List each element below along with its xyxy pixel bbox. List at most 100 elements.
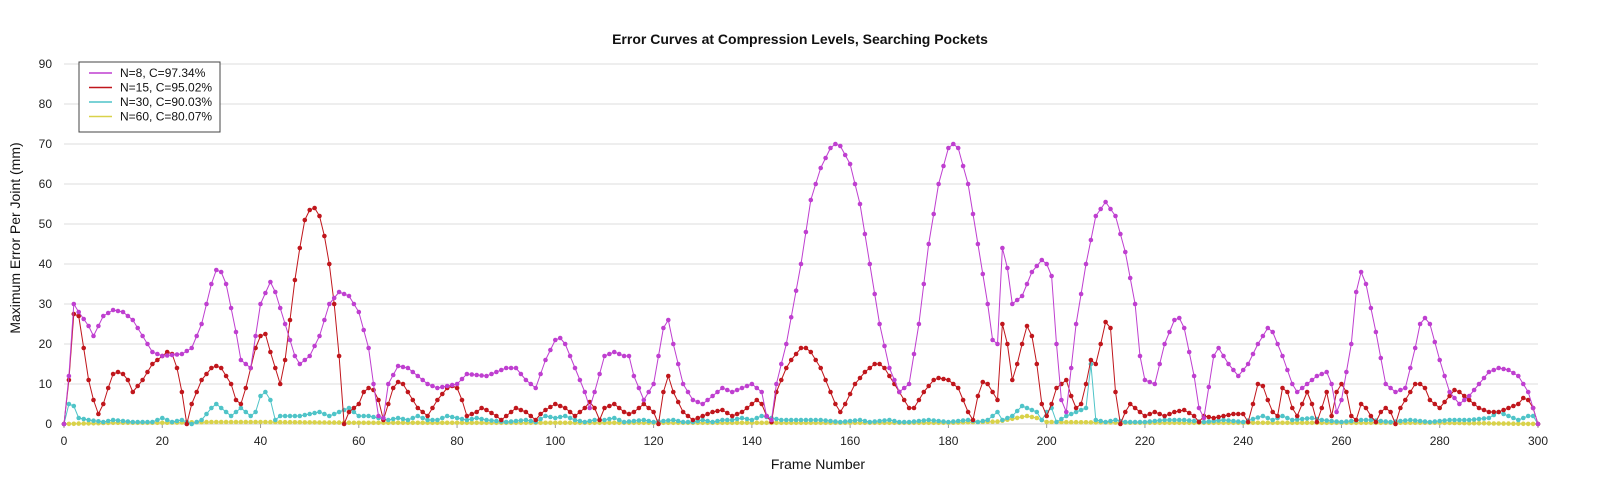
data-point-n30	[1471, 417, 1477, 422]
data-point-n8	[1172, 317, 1177, 323]
data-point-n15	[823, 377, 828, 383]
data-point-n60	[1019, 414, 1025, 420]
data-point-n15	[793, 351, 799, 357]
data-point-n30	[1216, 418, 1221, 423]
data-point-n8	[823, 155, 828, 161]
data-point-n15	[420, 409, 426, 415]
data-point-n8	[307, 353, 313, 359]
data-point-n15	[287, 317, 293, 323]
data-point-n8	[842, 152, 848, 158]
data-point-n30	[1388, 419, 1393, 425]
data-point-n15	[720, 407, 725, 413]
data-point-n8	[184, 348, 190, 354]
data-point-n30	[1005, 415, 1010, 421]
data-point-n8	[1501, 366, 1506, 372]
data-point-n15	[803, 345, 809, 351]
data-point-n15	[1378, 409, 1384, 415]
data-point-n60	[317, 420, 322, 425]
data-point-n8	[277, 305, 283, 311]
data-point-n15	[218, 365, 224, 371]
data-point-n30	[105, 418, 111, 424]
data-point-n30	[1285, 415, 1290, 421]
data-point-n8	[1334, 409, 1339, 415]
data-point-n8	[204, 301, 209, 307]
data-point-n30	[877, 418, 882, 424]
data-point-n60	[366, 420, 371, 426]
data-point-n30	[1186, 418, 1192, 423]
data-point-n8	[390, 372, 396, 378]
data-point-n8	[1481, 375, 1487, 381]
data-point-n8	[926, 241, 931, 247]
data-point-n30	[936, 418, 941, 424]
data-point-n8	[675, 361, 681, 367]
data-point-n15	[543, 407, 548, 413]
data-point-n8	[852, 181, 858, 187]
data-point-n15	[1103, 319, 1108, 325]
data-point-n30	[1521, 415, 1526, 421]
data-point-n15	[798, 345, 804, 351]
data-point-n15	[179, 389, 185, 395]
data-point-n15	[1368, 413, 1374, 419]
data-point-n30	[218, 405, 224, 411]
data-point-n8	[1088, 237, 1094, 243]
data-point-n30	[847, 418, 853, 424]
data-point-n8	[533, 385, 538, 391]
data-point-n30	[1358, 417, 1364, 423]
data-point-n8	[921, 281, 927, 287]
data-point-n30	[366, 413, 371, 419]
data-point-n8	[587, 405, 592, 411]
data-point-n30	[671, 417, 676, 423]
data-point-n8	[946, 145, 951, 151]
data-point-n15	[327, 261, 332, 267]
data-point-n15	[430, 405, 435, 411]
data-point-n30	[1240, 419, 1246, 425]
legend-entry-n15: N=15, C=95.02%	[120, 81, 212, 95]
data-point-n15	[155, 357, 160, 363]
data-point-n8	[1039, 257, 1045, 263]
data-point-n30	[287, 413, 293, 419]
data-point-n15	[253, 345, 258, 351]
data-point-n30	[720, 417, 725, 423]
data-point-n8	[788, 315, 794, 320]
data-point-n15	[204, 371, 209, 377]
data-point-n8	[951, 141, 956, 147]
data-point-n15	[1260, 383, 1266, 389]
data-point-n15	[695, 415, 701, 421]
data-point-n8	[1388, 385, 1393, 391]
data-point-n30	[1334, 419, 1339, 424]
data-point-n15	[494, 413, 499, 419]
data-point-n60	[474, 420, 480, 426]
series-n15	[61, 205, 1541, 427]
data-point-n60	[1506, 421, 1511, 426]
data-point-n30	[1299, 416, 1305, 422]
data-point-n8	[1530, 405, 1536, 411]
data-point-n15	[734, 411, 740, 417]
data-point-n8	[597, 371, 602, 377]
data-point-n8	[1344, 369, 1349, 375]
data-point-n30	[572, 417, 578, 423]
data-point-n15	[1196, 419, 1202, 425]
data-point-n30	[749, 417, 755, 423]
data-point-n8	[459, 376, 465, 382]
data-point-n30	[705, 418, 710, 424]
data-point-n8	[808, 197, 814, 203]
data-point-n8	[430, 383, 435, 389]
data-point-n8	[1471, 387, 1477, 393]
data-point-n15	[749, 401, 755, 407]
data-point-n30	[503, 419, 509, 425]
data-point-n30	[120, 418, 126, 424]
data-point-n30	[1378, 418, 1384, 424]
data-point-n8	[1201, 415, 1207, 421]
data-point-n15	[626, 411, 632, 417]
data-point-n15	[1280, 385, 1285, 391]
data-point-n30	[798, 417, 804, 423]
data-point-n30	[1191, 418, 1197, 424]
data-point-n30	[1206, 419, 1212, 424]
data-point-n30	[425, 417, 430, 423]
data-point-n30	[651, 419, 656, 425]
data-point-n30	[263, 389, 268, 395]
data-point-n8	[612, 349, 617, 355]
data-point-n8	[607, 351, 612, 357]
gridlines	[64, 63, 1538, 425]
data-point-n8	[798, 261, 804, 267]
